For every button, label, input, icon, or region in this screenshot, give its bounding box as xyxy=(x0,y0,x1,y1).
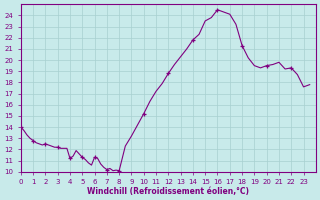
X-axis label: Windchill (Refroidissement éolien,°C): Windchill (Refroidissement éolien,°C) xyxy=(87,187,249,196)
